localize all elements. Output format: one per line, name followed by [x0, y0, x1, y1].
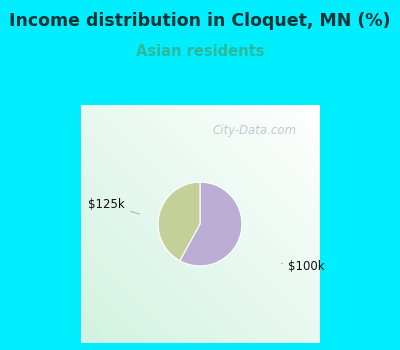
Wedge shape [180, 182, 242, 266]
Text: $100k: $100k [281, 260, 325, 273]
Wedge shape [158, 182, 200, 261]
Text: Income distribution in Cloquet, MN (%): Income distribution in Cloquet, MN (%) [9, 12, 391, 30]
Text: City-Data.com: City-Data.com [213, 124, 297, 136]
Text: $125k: $125k [88, 198, 140, 214]
Text: Asian residents: Asian residents [136, 44, 264, 59]
